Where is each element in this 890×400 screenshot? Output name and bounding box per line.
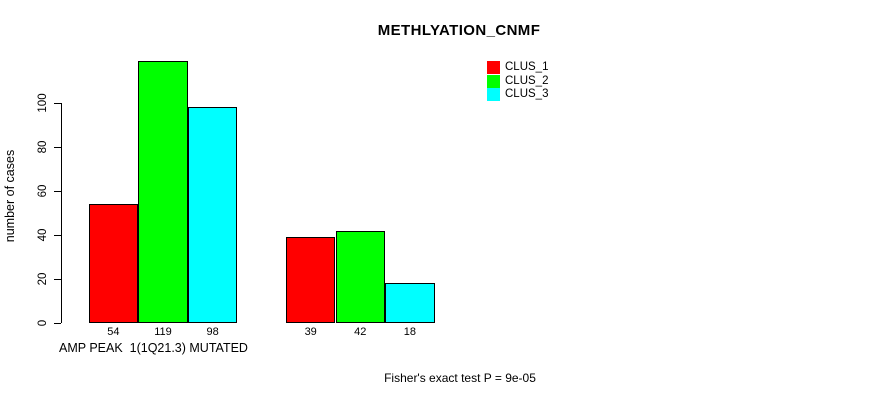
y-tick-mark-20 xyxy=(54,278,61,280)
legend-swatch-clus-3 xyxy=(487,88,500,101)
legend-label-clus-3: CLUS_3 xyxy=(505,88,549,100)
bar-group2-clus_1 xyxy=(285,237,336,323)
y-tick-mark-100 xyxy=(54,102,61,104)
legend-swatch-clus-2 xyxy=(487,74,500,88)
bar-value-label-group2-clus_1: 39 xyxy=(304,326,317,338)
legend: CLUS_1 CLUS_2 CLUS_3 xyxy=(487,61,548,102)
bar-group2-clus_3 xyxy=(385,283,435,323)
bar-value-label-group1-clus_1: 54 xyxy=(107,326,120,338)
bar-value-label-group2-clus_3: 18 xyxy=(403,326,417,338)
y-tick-mark-60 xyxy=(54,190,61,192)
y-axis-line xyxy=(61,103,62,323)
y-tick-label-60: 60 xyxy=(37,184,49,198)
bar-group1-clus_3 xyxy=(187,107,238,323)
bar-value-label-group1-clus_3: 98 xyxy=(206,326,219,338)
legend-row-clus-1: CLUS_1 xyxy=(487,61,548,74)
legend-swatch-clus-1 xyxy=(487,61,500,74)
y-tick-label-20: 20 xyxy=(37,272,49,286)
y-tick-mark-40 xyxy=(54,234,61,236)
bar-value-label-group1-clus_2: 119 xyxy=(154,326,172,338)
y-axis-title: number of cases xyxy=(3,149,17,243)
chart-title: METHLYATION_CNMF xyxy=(377,22,541,39)
legend-label-clus-1: CLUS_1 xyxy=(505,61,549,73)
y-tick-mark-80 xyxy=(54,146,61,148)
bar-value-label-group2-clus_2: 42 xyxy=(354,326,367,338)
y-tick-label-0: 0 xyxy=(37,319,49,327)
fisher-test-footnote: Fisher's exact test P = 9e-05 xyxy=(384,371,536,385)
y-tick-label-40: 40 xyxy=(37,228,49,242)
bar-group2-clus_2 xyxy=(335,230,386,323)
y-tick-label-100: 100 xyxy=(37,93,49,113)
legend-row-clus-3: CLUS_3 xyxy=(487,88,548,101)
y-tick-mark-0 xyxy=(54,322,61,324)
bar-group1-clus_2 xyxy=(138,61,188,323)
y-tick-label-80: 80 xyxy=(37,140,49,154)
legend-label-clus-2: CLUS_2 xyxy=(505,74,549,87)
x-axis-label: AMP PEAK 1(1Q21.3) MUTATED xyxy=(59,341,248,355)
bar-group1-clus_1 xyxy=(88,204,139,323)
legend-row-clus-2: CLUS_2 xyxy=(487,74,549,88)
